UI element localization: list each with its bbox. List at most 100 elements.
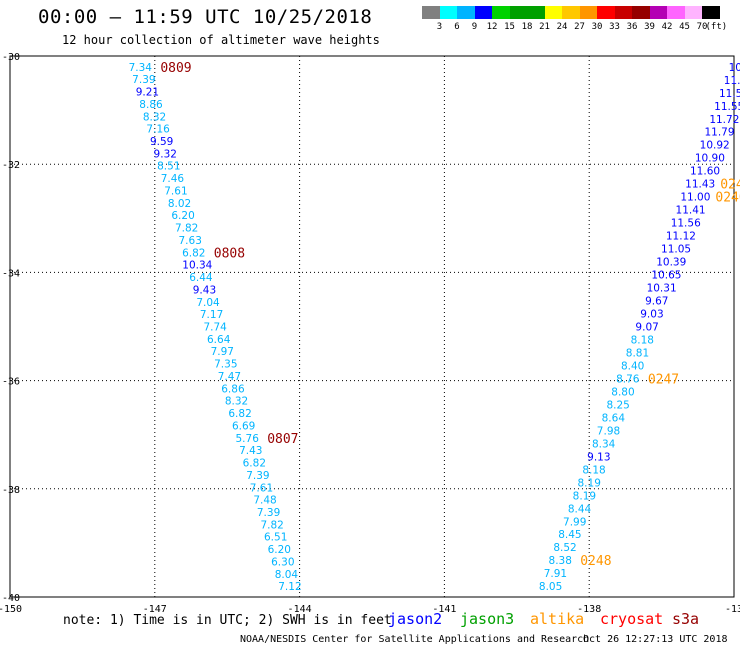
wave-height-value: 9.32 [154, 148, 177, 160]
wave-height-value: 9.67 [645, 296, 668, 308]
wave-height-value: 9.43 [193, 284, 216, 296]
generated-timestamp: Oct 26 12:27:13 UTC 2018 [583, 634, 728, 645]
wave-height-value: 10.34 [182, 260, 212, 272]
wave-height-value: 8.25 [606, 399, 629, 411]
legend-label: 24 [556, 22, 568, 32]
footer-note: note: 1) Time is in UTC; 2) SWH is in fe… [63, 613, 392, 628]
wave-height-value: 7.39 [246, 470, 269, 482]
legend-label: 12 [486, 22, 498, 32]
x-tick-label: -150 [0, 604, 22, 615]
wave-height-value: 7.98 [597, 425, 620, 437]
x-tick-label: -141 [432, 604, 456, 615]
wave-height-value: 8.18 [582, 464, 605, 476]
x-tick-label: -138 [577, 604, 601, 615]
wave-height-value: 7.48 [253, 495, 276, 507]
wave-height-value: 9.03 [640, 309, 663, 321]
wave-height-value: 11.55 [714, 101, 740, 113]
wave-height-value: 8.80 [611, 386, 634, 398]
wave-height-value: 7.17 [200, 309, 223, 321]
wave-height-value: 8.38 [549, 555, 572, 567]
time-label: 0809 [160, 61, 191, 76]
wave-height-value: 11.41 [676, 205, 706, 217]
wave-height-value: 10.77 [729, 62, 740, 74]
wave-height-value: 7.43 [239, 445, 262, 457]
wave-height-value: 7.39 [132, 74, 155, 86]
wave-height-value: 8.04 [275, 569, 299, 581]
legend-unit: (ft) [705, 22, 728, 32]
wave-height-value: 8.02 [168, 198, 191, 210]
wave-height-value: 8.34 [592, 438, 616, 450]
chart-subtitle: 12 hour collection of altimeter wave hei… [62, 33, 380, 47]
chart-title: 00:00 – 11:59 UTC 10/25/2018 [38, 6, 373, 28]
wave-height-value: 7.04 [196, 297, 220, 309]
wave-height-value: 7.63 [179, 235, 202, 247]
time-label: 0808 [214, 246, 245, 261]
satellite-cryosat: cryosat [600, 610, 664, 628]
wave-height-value: 10.92 [700, 140, 730, 152]
wave-height-value: 7.16 [146, 124, 170, 136]
wave-height-value: 7.61 [250, 482, 273, 494]
wave-height-value: 10.31 [647, 283, 677, 295]
plot-frame [9, 55, 735, 598]
legend-label: 6 [454, 22, 460, 32]
satellite-s3a: s3a [672, 610, 700, 628]
y-tick-label: -40 [2, 593, 20, 604]
wave-height-value: 11.60 [690, 166, 720, 178]
wave-height-value: 6.86 [221, 383, 245, 395]
wave-height-value: 7.39 [257, 507, 280, 519]
wave-height-value: 6.51 [264, 532, 287, 544]
wave-height-value: 11.56 [671, 218, 701, 230]
wave-height-value: 8.19 [573, 490, 596, 502]
legend-label: 15 [504, 22, 515, 32]
wave-height-value: 11.72 [709, 114, 739, 126]
wave-height-value: 7.97 [211, 346, 234, 358]
wave-height-value: 7.82 [175, 223, 198, 235]
wave-height-value: 8.40 [621, 360, 644, 372]
wave-height-value: 10.65 [651, 270, 681, 282]
wave-height-value: 8.32 [225, 396, 248, 408]
legend-label: 3 [436, 22, 443, 32]
wave-height-value: 11.43 [685, 179, 715, 191]
wave-height-value: 7.47 [218, 371, 241, 383]
time-label: 0807 [267, 432, 298, 447]
wave-height-value: 11.79 [704, 127, 734, 139]
wave-height-value: 10.90 [695, 153, 725, 165]
wave-height-value: 6.30 [271, 556, 294, 568]
legend-label: 30 [591, 22, 603, 32]
wave-height-value: 6.44 [189, 272, 213, 284]
wave-height-value: 6.82 [228, 408, 251, 420]
wave-height-value: 7.82 [260, 519, 283, 531]
x-tick-label: -147 [143, 604, 167, 615]
satellite-jason3: jason3 [460, 610, 515, 628]
time-label: 0246 [715, 191, 740, 206]
x-tick-label: -13 [725, 604, 740, 615]
wave-height-value: 6.20 [171, 210, 194, 222]
wave-height-value: 7.12 [278, 581, 301, 593]
legend-label: 42 [661, 22, 673, 32]
wave-height-value: 7.91 [544, 568, 567, 580]
wave-height-value: 6.20 [268, 544, 291, 556]
y-tick-label: -38 [2, 485, 20, 496]
wave-height-value: 8.64 [602, 412, 626, 424]
wave-height-value: 8.05 [539, 581, 562, 593]
wave-height-value: 8.44 [568, 503, 592, 515]
legend-label: 9 [471, 22, 478, 32]
wave-height-value: 9.21 [136, 87, 159, 99]
satellite-jason2: jason2 [388, 610, 443, 628]
legend-label: 39 [644, 22, 655, 32]
time-label: 0246 [720, 178, 740, 193]
wave-height-value: 11.02 [724, 75, 740, 87]
wave-height-value: 8.86 [139, 99, 163, 111]
wave-height-value: 9.07 [635, 322, 658, 334]
time-label: 0247 [648, 372, 679, 387]
legend-label: 21 [539, 22, 550, 32]
legend-label: 18 [521, 22, 533, 32]
wave-height-value: 10.39 [656, 257, 686, 269]
wave-height-value: 6.82 [182, 247, 205, 259]
wave-height-value: 11.05 [661, 244, 691, 256]
wave-height-value: 6.69 [232, 420, 255, 432]
wave-height-value: 7.74 [203, 322, 227, 334]
legend-label: 70 [696, 22, 708, 32]
wave-height-value: 8.52 [553, 542, 576, 554]
